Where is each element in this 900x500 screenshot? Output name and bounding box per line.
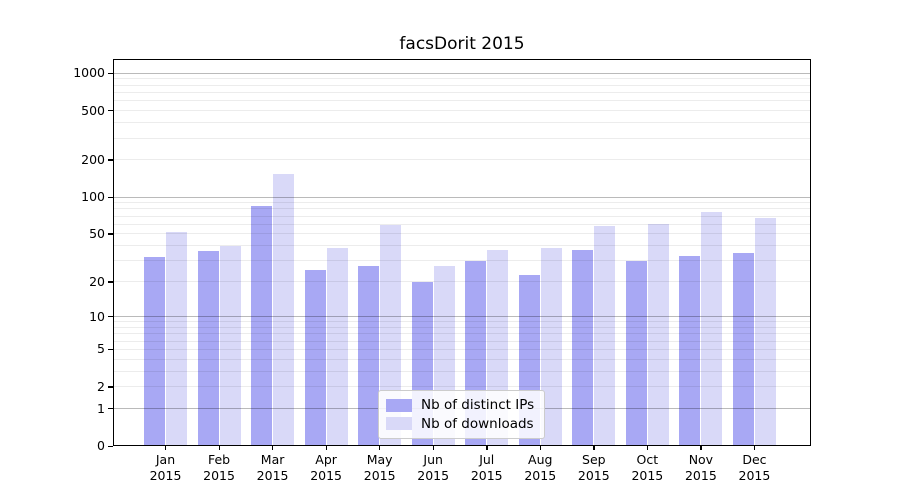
y-tick-label: 1 [97,400,105,416]
y-axis-tick [108,281,113,283]
y-tick-label: 5 [97,341,105,357]
chart-title: facsDorit 2015 [399,34,525,54]
y-axis-tick [108,196,113,198]
gridline-minor [113,159,811,161]
x-tick-label: Jul 2015 [470,452,503,483]
x-tick-label: Aug 2015 [524,452,557,483]
y-axis-tick [108,445,113,447]
gridline-minor [113,78,811,80]
y-tick-label: 50 [89,225,105,241]
bar-distinct-ips-apr [304,270,326,446]
x-tick-label: Sep 2015 [577,452,610,483]
x-axis-tick [325,446,327,450]
x-axis-tick [432,446,434,450]
gridline-minor [113,122,811,124]
x-axis-tick [379,446,381,450]
bar-distinct-ips-nov [679,255,701,446]
x-tick-label: Nov 2015 [684,452,717,483]
bar-distinct-ips-dec [732,252,754,446]
y-axis-tick [108,348,113,351]
x-axis-tick [593,446,595,450]
x-axis-tick [218,446,220,450]
bar-downloads-mar [273,173,295,446]
gridline-minor [113,91,811,93]
x-tick-label: Feb 2015 [203,452,235,483]
x-tick-label: Mar 2015 [256,452,289,483]
bar-distinct-ips-may [358,266,380,446]
y-axis-tick [108,316,113,318]
bar-downloads-feb [219,245,241,446]
y-tick-label: 0 [97,438,105,453]
gridline-minor [113,202,811,204]
legend: Nb of distinct IPs Nb of downloads [378,390,545,439]
legend-swatch-downloads [386,417,412,431]
bar-distinct-ips-jan [144,257,165,446]
y-tick-label: 500 [81,102,105,118]
x-tick-label: Apr 2015 [310,452,343,483]
bar-downloads-jan [166,231,187,446]
bar-downloads-dec [754,217,776,446]
bar-downloads-oct [647,224,669,446]
x-axis-tick [165,446,167,450]
x-tick-label: May 2015 [363,452,396,483]
bar-distinct-ips-feb [197,251,219,446]
x-axis-tick [272,446,274,450]
x-tick-label: Dec 2015 [738,452,771,483]
bar-downloads-apr [326,248,348,446]
bar-distinct-ips-mar [251,205,273,446]
x-axis-tick [700,446,702,450]
x-tick-label: Jan 2015 [149,452,182,483]
gridline-minor [113,208,811,210]
y-axis-tick [108,110,113,112]
y-tick-label: 200 [81,151,105,167]
bar-distinct-ips-sep [572,249,594,446]
bar-distinct-ips-oct [625,260,647,446]
gridline-minor [113,137,811,139]
x-axis-tick [753,446,756,450]
x-axis-tick [646,446,649,450]
y-axis-tick [108,159,113,161]
legend-item-downloads: Nb of downloads [386,415,536,433]
legend-label-downloads: Nb of downloads [421,415,534,432]
gridline-major [113,72,811,74]
legend-item-distinct-ips: Nb of distinct IPs [386,396,536,414]
legend-swatch-distinct-ips [386,398,412,412]
y-tick-label: 100 [81,189,105,204]
y-tick-label: 2 [97,378,105,394]
y-axis-tick [108,72,113,75]
y-tick-label: 1000 [73,65,105,81]
x-axis-tick [486,446,488,450]
legend-label-distinct-ips: Nb of distinct IPs [421,397,535,414]
x-tick-label: Oct 2015 [631,452,664,483]
bar-downloads-nov [701,211,723,446]
y-axis-tick [108,233,113,235]
gridline-minor [113,100,811,102]
y-tick-label: 20 [89,273,105,289]
x-tick-label: Jun 2015 [417,452,450,483]
gridline-minor [113,110,811,112]
bar-downloads-sep [594,226,616,446]
y-axis-tick [108,408,113,410]
bar-downloads-aug [540,248,562,446]
y-axis-tick [108,386,113,388]
gridline-minor [113,84,811,86]
y-tick-label: 10 [89,308,105,324]
gridline-major [113,196,811,198]
x-axis-tick [539,446,542,450]
